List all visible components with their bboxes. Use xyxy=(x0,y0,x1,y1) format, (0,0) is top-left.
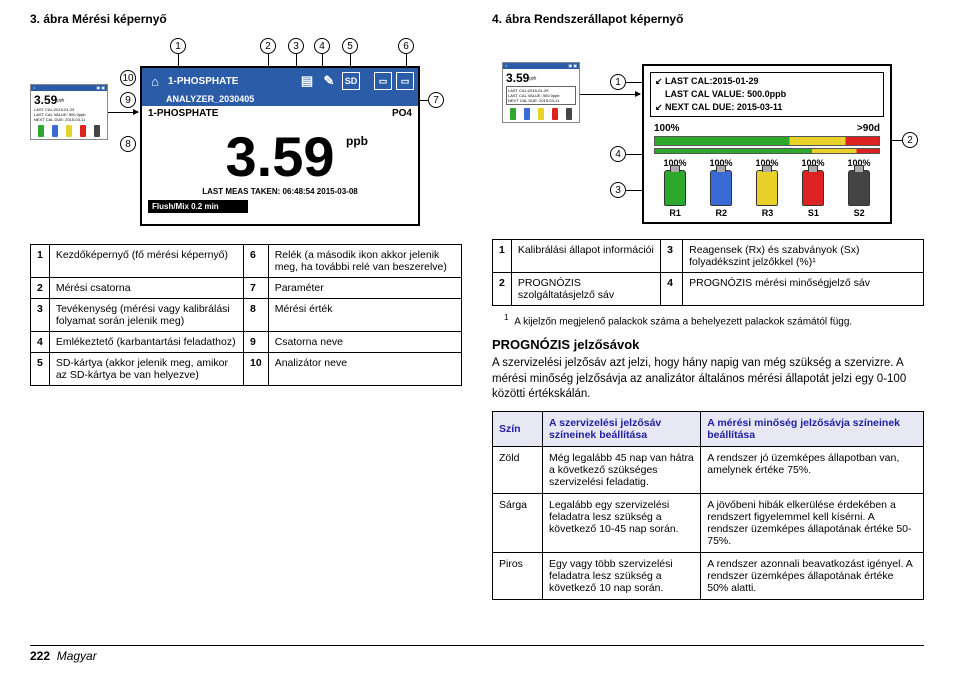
page-footer: 222 Magyar xyxy=(30,645,924,663)
service-days: >90d xyxy=(857,123,880,134)
page-language: Magyar xyxy=(57,649,97,663)
figure4-thumb: ⌂▣ ▣ 3.59ppb LAST CAL:2015-01-29 LAST CA… xyxy=(502,62,580,123)
parameter: PO4 xyxy=(392,108,412,119)
prognosis-service-bar xyxy=(654,148,880,154)
figure3-title: 3. ábra Mérési képernyő xyxy=(30,12,462,26)
callout-2: 2 xyxy=(260,38,276,54)
reading-value: 3.59 ppb xyxy=(142,121,418,187)
callout-1: 1 xyxy=(170,38,186,54)
prognosis-title: PROGNÓZIS jelzősávok xyxy=(492,337,924,352)
page-number: 222 xyxy=(30,649,50,663)
callout-r3: 3 xyxy=(610,182,626,198)
bottle-r1 xyxy=(664,170,686,206)
bottles-row xyxy=(644,170,890,206)
titlebar-text: 1-PHOSPHATE xyxy=(168,76,238,87)
callout-5: 5 xyxy=(342,38,358,54)
bottle-r2 xyxy=(710,170,732,206)
relay1-icon: ▭ xyxy=(374,72,392,90)
last-measurement: LAST MEAS TAKEN: 06:48:54 2015-03-08 xyxy=(142,187,418,196)
callout-4: 4 xyxy=(314,38,330,54)
relay2-icon: ▭ xyxy=(396,72,414,90)
callout-7: 7 xyxy=(428,92,444,108)
status-screen: ↙LAST CAL:2015-01-29 LAST CAL VALUE: 500… xyxy=(642,64,892,224)
callout-r1: 1 xyxy=(610,74,626,90)
cal-info: ↙LAST CAL:2015-01-29 LAST CAL VALUE: 500… xyxy=(650,72,884,117)
reminder-icon: ✎ xyxy=(320,72,338,90)
prognosis-body: A szervizelési jelzősáv azt jelzi, hogy … xyxy=(492,356,924,403)
callout-8: 8 xyxy=(120,136,136,152)
titlebar: ⌂ 1-PHOSPHATE ▤ ✎ SD ▭ ▭ xyxy=(142,68,418,94)
sd-icon: SD xyxy=(342,72,360,90)
callout-r4: 4 xyxy=(610,146,626,162)
left-column: 3. ábra Mérési képernyő 1 2 3 4 5 6 10 9… xyxy=(30,12,462,600)
measurement-screen: ⌂ 1-PHOSPHATE ▤ ✎ SD ▭ ▭ ANALYZER_203040… xyxy=(140,66,420,226)
figure3-thumb: ⌂▣ ▣ 3.59ppb LAST CAL:2015-01-29 LAST CA… xyxy=(30,84,108,140)
callout-r2: 2 xyxy=(902,132,918,148)
figure3-area: 1 2 3 4 5 6 10 9 8 7 ⌂▣ ▣ 3.59ppb xyxy=(30,34,462,234)
callout-9: 9 xyxy=(120,92,136,108)
bottle-s1 xyxy=(802,170,824,206)
callout-6: 6 xyxy=(398,38,414,54)
callout-10: 10 xyxy=(120,70,136,86)
figure4-legend: 1Kalibrálási állapot információi3Reagens… xyxy=(492,239,924,306)
activity-icon: ▤ xyxy=(298,72,316,90)
prognosis-quality-bar xyxy=(654,136,880,146)
home-icon: ⌂ xyxy=(146,72,164,90)
flush-status: Flush/Mix 0.2 min xyxy=(148,200,248,213)
color-table: Szín A szervizelési jelzősáv színeinek b… xyxy=(492,411,924,600)
figure4-area: ⌂▣ ▣ 3.59ppb LAST CAL:2015-01-29 LAST CA… xyxy=(492,34,924,229)
quality-percent: 100% xyxy=(654,123,680,134)
bottle-s2 xyxy=(848,170,870,206)
right-column: 4. ábra Rendszerállapot képernyő ⌂▣ ▣ 3.… xyxy=(492,12,924,600)
footnote: 1 A kijelzőn megjelenő palackok száma a … xyxy=(504,312,924,327)
channel-name: 1-PHOSPHATE xyxy=(148,108,218,119)
bottle-labels: R1 R2 R3 S1 S2 xyxy=(644,208,890,218)
figure4-title: 4. ábra Rendszerállapot képernyő xyxy=(492,12,924,26)
analyzer-name: ANALYZER_2030405 xyxy=(142,94,418,106)
callout-3: 3 xyxy=(288,38,304,54)
figure3-legend: 1Kezdőképernyő (fő mérési képernyő)6Relé… xyxy=(30,244,462,386)
reading-unit: ppb xyxy=(346,135,368,147)
bottle-r3 xyxy=(756,170,778,206)
